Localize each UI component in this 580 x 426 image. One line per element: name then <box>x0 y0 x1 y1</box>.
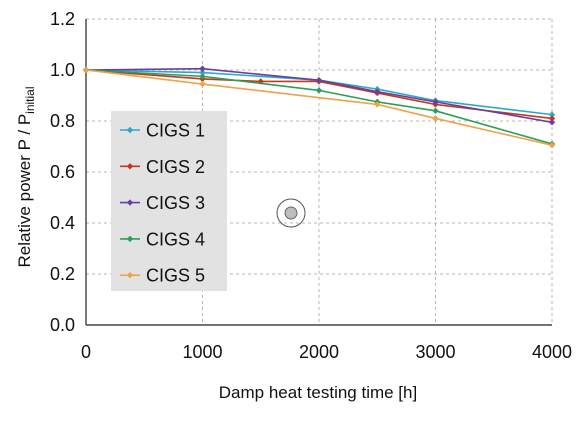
legend-item: CIGS 1 <box>120 121 205 141</box>
y-axis-label: Relative power P / Pinitial <box>15 86 37 267</box>
y-tick-label: 0.6 <box>50 162 75 182</box>
legend-label: CIGS 4 <box>146 229 205 249</box>
legend-swatch-marker <box>126 272 134 279</box>
x-tick-label: 4000 <box>532 342 572 362</box>
series-5 <box>82 66 556 149</box>
x-tick-label: 1000 <box>182 342 222 362</box>
legend-swatch-marker <box>126 163 134 170</box>
legend-label: CIGS 1 <box>146 121 205 141</box>
data-point <box>374 101 381 108</box>
legend-item: CIGS 4 <box>120 229 205 249</box>
legend-label: CIGS 3 <box>146 193 205 213</box>
data-point <box>432 107 439 114</box>
x-tick-label: 3000 <box>415 342 455 362</box>
y-axis-label-main: Relative power P / P <box>15 114 34 268</box>
data-point <box>82 66 90 74</box>
y-tick-label: 0.2 <box>50 264 75 284</box>
data-point <box>548 142 556 149</box>
data-point <box>432 115 439 122</box>
series-line <box>85 69 553 145</box>
data-point <box>199 65 206 72</box>
y-tick-label: 1.0 <box>50 60 75 80</box>
y-axis-label-subscript: initial <box>23 86 37 113</box>
data-point <box>199 73 206 80</box>
x-axis-label: Damp heat testing time [h] <box>219 383 417 402</box>
legend-label: CIGS 2 <box>146 157 205 177</box>
legend-item: CIGS 2 <box>120 157 205 177</box>
legend-label: CIGS 5 <box>146 266 205 286</box>
x-tick-label: 2000 <box>299 342 339 362</box>
legend-swatch-marker <box>126 126 134 134</box>
series-line <box>85 69 553 116</box>
x-axis-ticks: 0 1000 2000 3000 4000 <box>81 342 572 362</box>
legend-item: CIGS 5 <box>120 266 205 286</box>
x-tick-label: 0 <box>81 342 91 362</box>
series-layer <box>82 65 556 149</box>
series-line <box>85 67 553 124</box>
legend: CIGS 1 CIGS 2 CIGS 3 CIGS 4 CIGS 5 <box>111 111 227 291</box>
data-point <box>199 69 206 76</box>
y-tick-label: 0.8 <box>50 111 75 131</box>
data-point <box>548 119 556 126</box>
y-axis-ticks: 0.0 0.2 0.4 0.6 0.8 1.0 1.2 <box>50 9 75 335</box>
data-point <box>548 111 556 118</box>
legend-swatch-marker <box>126 199 134 206</box>
legend-swatch-marker <box>126 235 134 243</box>
data-point <box>199 80 206 88</box>
legend-item: CIGS 3 <box>120 193 205 213</box>
data-point <box>374 88 381 95</box>
data-point <box>548 115 556 122</box>
data-point <box>257 78 264 85</box>
y-tick-label: 0.4 <box>50 213 75 233</box>
record-marker-icon <box>276 198 306 228</box>
y-tick-label: 0.0 <box>50 315 75 335</box>
data-point <box>315 77 323 84</box>
data-point <box>315 87 323 94</box>
y-tick-label: 1.2 <box>50 9 75 29</box>
data-point <box>432 98 439 106</box>
